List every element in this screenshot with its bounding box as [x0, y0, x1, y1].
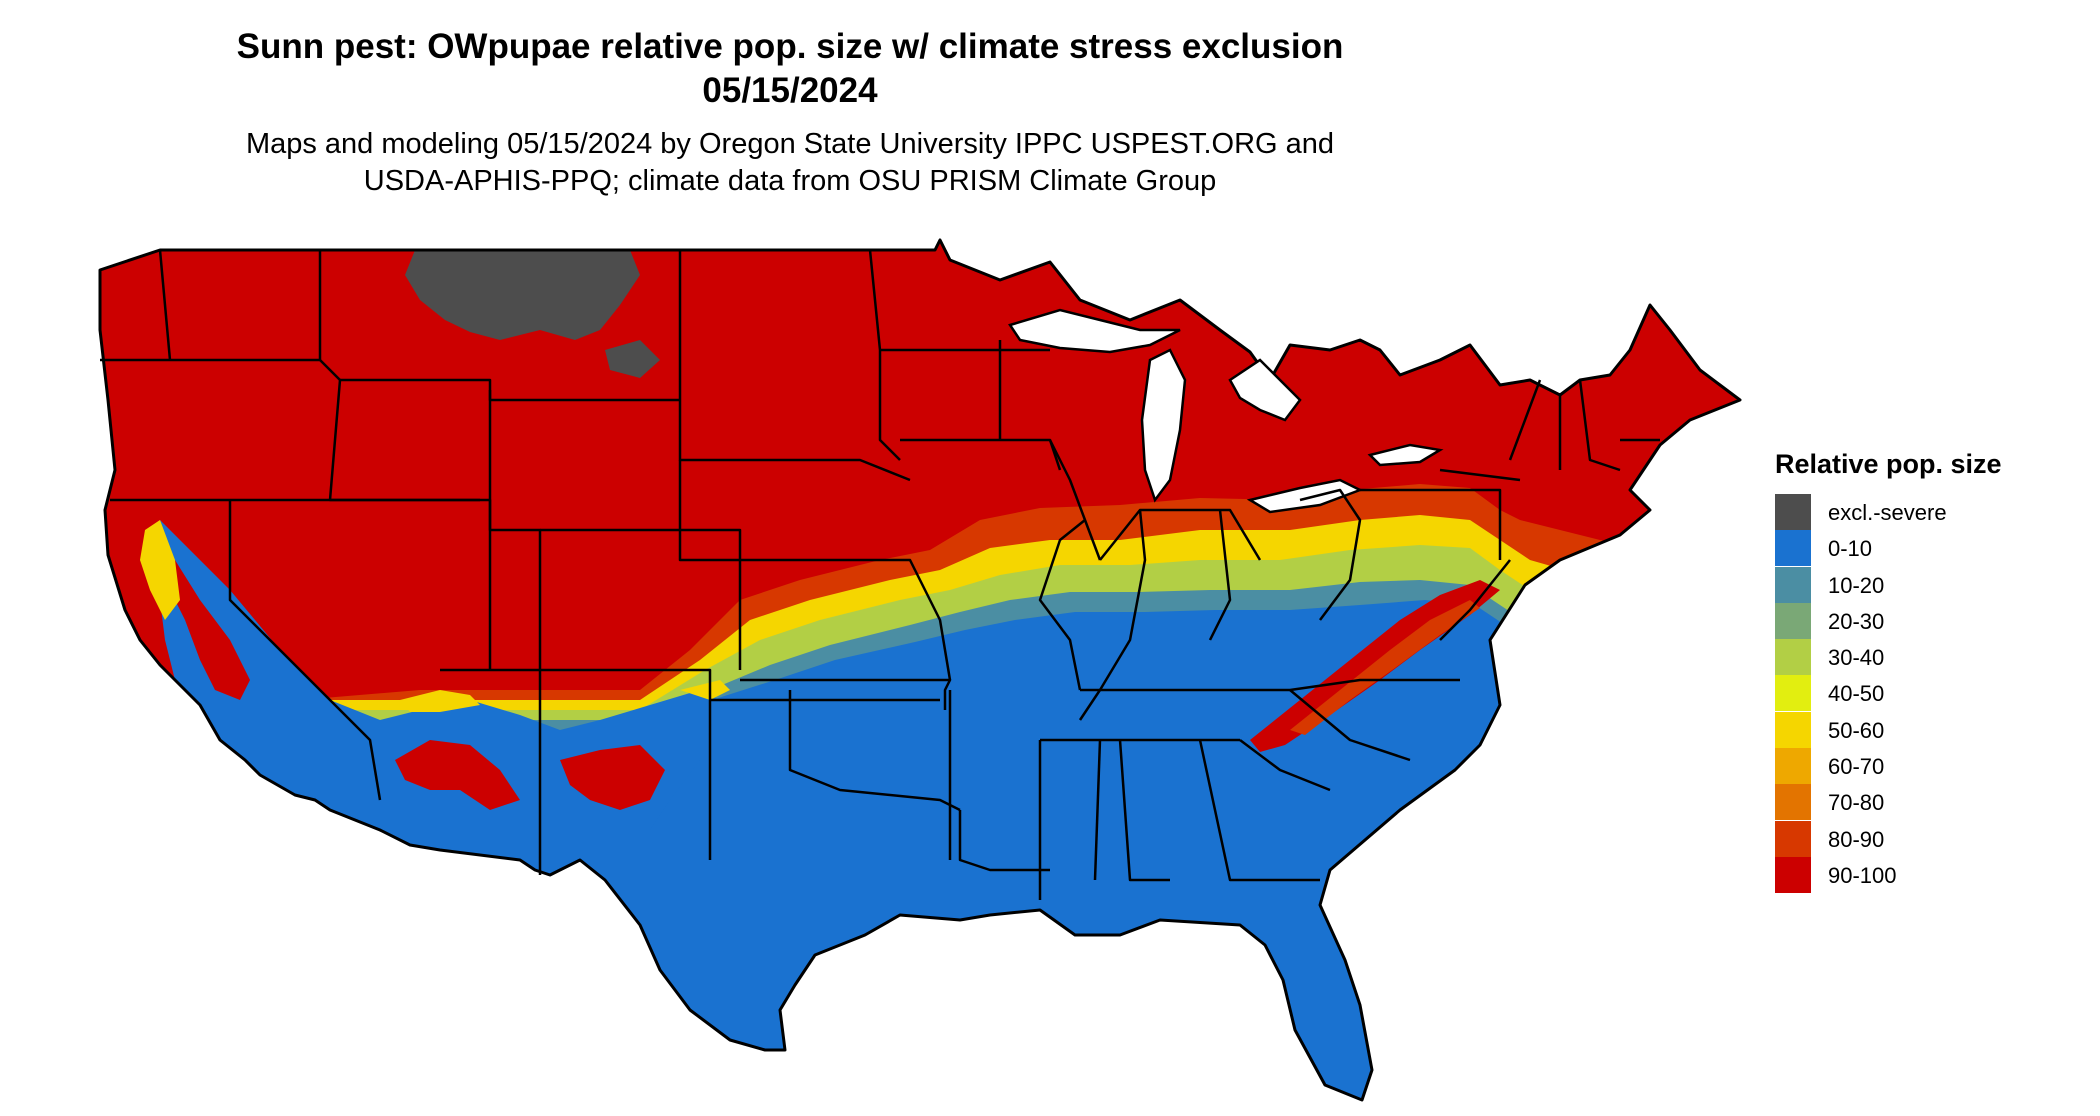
legend-swatch: [1775, 711, 1811, 748]
legend-label: 0-10: [1828, 536, 1873, 562]
legend-item: 70-80: [1775, 784, 2075, 821]
legend-label: 90-100: [1828, 862, 1897, 888]
legend-label: 60-70: [1828, 754, 1885, 780]
population-raster: [100, 240, 1740, 1100]
legend-label: 40-50: [1828, 681, 1885, 707]
legend-label: 70-80: [1828, 790, 1885, 816]
legend-item: 40-50: [1775, 675, 2075, 712]
legend-title: Relative pop. size: [1775, 449, 2002, 479]
legend-swatch: [1775, 602, 1811, 639]
legend-swatch: [1775, 675, 1811, 712]
map-title: Sunn pest: OWpupae relative pop. size w/…: [236, 27, 1344, 66]
legend-item: 10-20: [1775, 566, 2075, 603]
legend-items: excl.-severe 0-10 10-20 20-30 30-40 40-50 50-6…: [1775, 494, 2075, 893]
legend-swatch: [1775, 530, 1811, 567]
legend-label: 10-20: [1828, 572, 1885, 598]
legend-swatch: [1775, 566, 1811, 603]
legend-swatch: [1775, 784, 1811, 821]
legend-label: excl.-severe: [1828, 500, 1947, 525]
legend-item: 20-30: [1775, 602, 2075, 639]
great-lakes: [1008, 308, 1444, 514]
legend-swatch: [1775, 639, 1811, 676]
legend-item: 80-90: [1775, 820, 2075, 857]
credits-line-2: USDA-APHIS-PPQ; climate data from OSU PR…: [363, 165, 1217, 197]
legend-label: 20-30: [1828, 608, 1885, 634]
legend-swatch: [1775, 748, 1811, 785]
state-boundaries: [100, 249, 1660, 900]
legend-item: 30-40: [1775, 639, 2075, 676]
legend-swatch: [1775, 856, 1811, 893]
legend: Relative pop. size excl.-severe 0-10 10-20…: [1775, 448, 2075, 893]
legend-item: 50-60: [1775, 711, 2075, 748]
legend-label: 30-40: [1828, 645, 1885, 671]
credits-line-1: Maps and modeling 05/15/2024 by Oregon S…: [245, 128, 1335, 160]
map-date: 05/15/2024: [702, 71, 878, 110]
legend-item: 0-10: [1775, 530, 2075, 567]
legend-item: excl.-severe: [1775, 494, 2075, 530]
legend-label: 80-90: [1828, 826, 1885, 852]
legend-swatch: [1775, 494, 1811, 530]
legend-swatch: [1775, 820, 1811, 857]
legend-item: 90-100: [1775, 856, 2075, 893]
country-outline: [98, 238, 1742, 1102]
legend-item: 60-70: [1775, 748, 2075, 785]
legend-label: 50-60: [1828, 717, 1885, 743]
